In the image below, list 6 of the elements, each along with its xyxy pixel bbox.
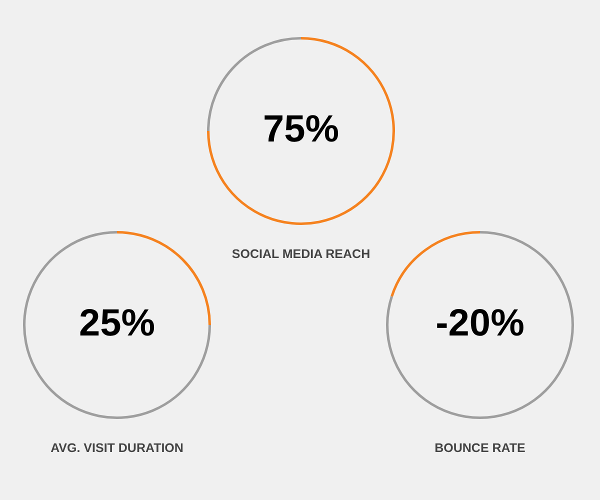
text: 25% [78, 302, 156, 344]
text: -20% [436, 302, 524, 344]
text: SOCIAL MEDIA REACH [230, 247, 372, 261]
text: BOUNCE RATE [434, 441, 526, 455]
text: 75% [262, 108, 340, 150]
text: AVG. VISIT DURATION [50, 441, 184, 455]
